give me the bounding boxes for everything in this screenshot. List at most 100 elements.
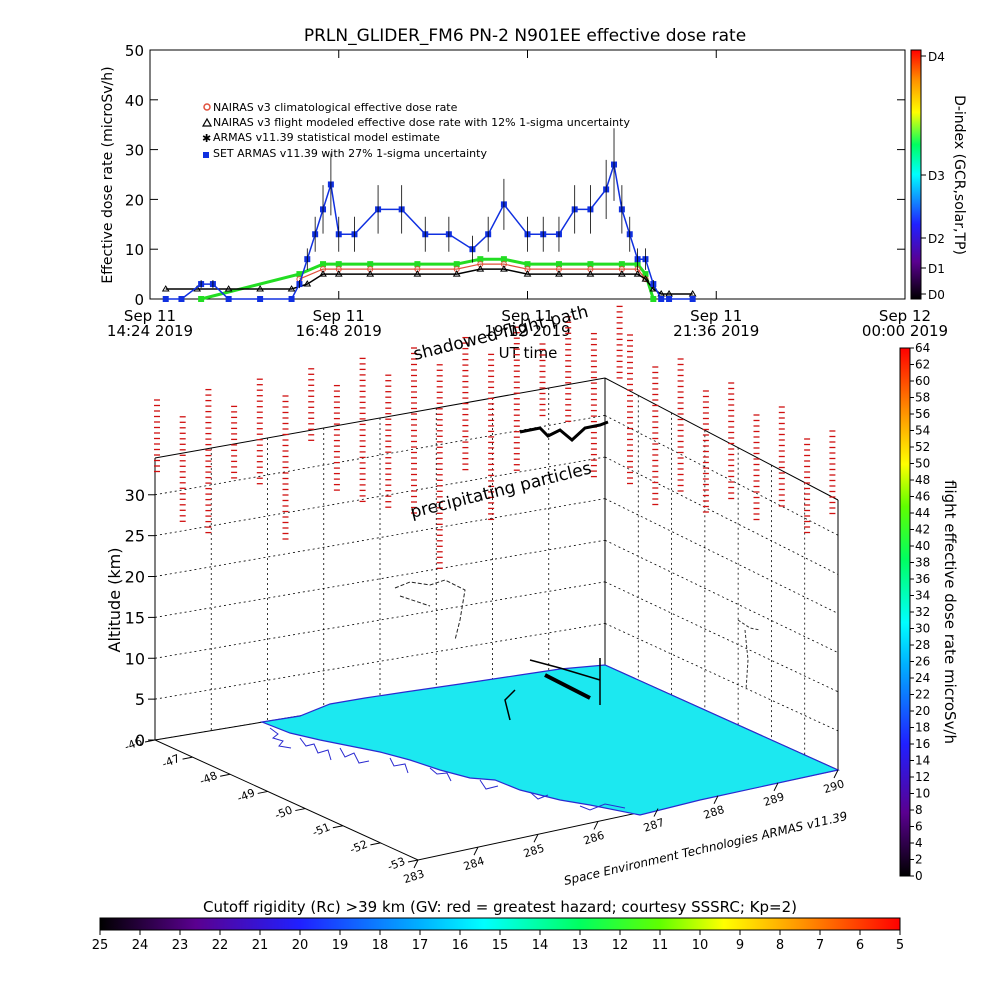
- dose-tick-label: 20: [915, 704, 930, 718]
- lat-tick-label: -53: [386, 855, 408, 874]
- dindex-colorbar: [910, 49, 922, 300]
- dose-tick-label: 54: [915, 424, 930, 438]
- altitude-tick-label: 5: [135, 690, 145, 709]
- lon-tick-label: 285: [522, 842, 546, 861]
- lon-tick-label: 290: [822, 777, 846, 796]
- lat-tick-label: -46: [123, 735, 145, 754]
- x-tick-label-date: Sep 11: [313, 307, 365, 325]
- series-line-0: [165, 164, 693, 300]
- dose-tick-label: 44: [915, 506, 930, 520]
- precipitating-particles-markers: [154, 305, 836, 569]
- armas-model-point: [618, 261, 625, 268]
- lon-tick-label: 283: [402, 867, 426, 886]
- dindex-tick-label: D0: [928, 288, 945, 302]
- lon-tick-mark: [653, 808, 659, 817]
- legend-label-set-armas: SET ARMAS v11.39 with 27% 1-sigma uncert…: [213, 147, 487, 160]
- cutoff-rigidity-colorbar: [99, 917, 901, 931]
- cutoff-tick-label: 6: [856, 938, 864, 953]
- grid-line-right: [604, 456, 839, 575]
- dindex-tick-label: D2: [928, 232, 945, 246]
- map3d-grid: [154, 388, 839, 771]
- dose-tick-label: 56: [915, 407, 930, 421]
- set-armas-point: [288, 296, 295, 302]
- dose-tick-label: 60: [915, 374, 930, 388]
- armas-model-point: [587, 261, 594, 268]
- set-armas-point: [666, 296, 673, 302]
- grid-line-right: [604, 539, 839, 653]
- lat-tick-mark: [182, 756, 193, 760]
- shadow-track-left: [394, 579, 466, 641]
- set-armas-point: [162, 296, 169, 302]
- nairas-flight-point: [303, 280, 312, 287]
- set-armas-point: [225, 296, 232, 302]
- series-line-2: [299, 263, 646, 280]
- shadow-track-upper: [519, 420, 609, 442]
- map-land-cutoff-region: [259, 664, 840, 816]
- armas-model-point: [198, 296, 205, 302]
- grid-line-right: [604, 498, 839, 614]
- map-floor-track-dark: [544, 673, 591, 700]
- dose-tick-label: 46: [915, 490, 930, 504]
- dose-tick-label: 0: [915, 869, 923, 883]
- cutoff-tick-label: 20: [292, 938, 309, 953]
- legend-label-armas-model: ARMAS v11.39 statistical model estimate: [213, 131, 440, 144]
- cutoff-tick-label: 25: [92, 938, 109, 953]
- dose-tick-label: 32: [915, 605, 930, 619]
- armas-model-point: [414, 261, 421, 268]
- lat-tick-label: -51: [310, 820, 332, 839]
- y-tick-label: 50: [125, 42, 144, 60]
- dose-rate-colorbar-ticks: 0246810121416182022242628303234363840424…: [910, 341, 930, 883]
- dose-tick-label: 38: [915, 556, 930, 570]
- x-tick-label-time: 19:12 2019: [484, 322, 570, 340]
- top-legend: NAIRAS v3 climatological effective dose …: [201, 101, 630, 160]
- lat-tick-mark: [370, 842, 381, 846]
- armas-model-point: [477, 256, 484, 263]
- grid-line-right: [604, 581, 839, 693]
- x-tick-label-time: 00:00 2019: [862, 322, 948, 340]
- dose-tick-label: 10: [915, 787, 930, 801]
- dindex-label: D-index (GCR,solar,TP): [951, 95, 967, 255]
- cutoff-tick-label: 22: [212, 938, 229, 953]
- dindex-ticks: D0 D1 D2 D3 D4: [921, 50, 945, 302]
- cutoff-tick-label: 7: [816, 938, 824, 953]
- lat-tick-label: -47: [160, 752, 182, 771]
- dindex-tick-label: D1: [928, 262, 945, 276]
- armas-model-point: [296, 271, 303, 278]
- map3d-altitude-label: Altitude (km): [105, 548, 124, 653]
- altitude-tick-label: 30: [125, 486, 145, 505]
- dose-rate-colorbar: [899, 347, 911, 877]
- grid-line-right: [604, 415, 839, 536]
- cutoff-rigidity-label: Cutoff rigidity (Rc) >39 km (GV: red = g…: [203, 898, 797, 916]
- cutoff-rigidity: Cutoff rigidity (Rc) >39 km (GV: red = g…: [92, 898, 904, 953]
- lon-tick-mark: [833, 769, 839, 779]
- cutoff-tick-label: 21: [252, 938, 269, 953]
- legend-marker-nairas-flight: [201, 117, 213, 127]
- dose-rate-colorbar-label: flight effective dose rate microSv/h: [941, 480, 959, 744]
- cutoff-tick-label: 12: [612, 938, 629, 953]
- legend-marker-armas-model: ✱: [202, 132, 211, 145]
- lon-tick-label: 288: [702, 803, 726, 822]
- map-coastline-fjords: [269, 727, 626, 811]
- dose-tick-label: 24: [915, 671, 930, 685]
- lon-tick-mark: [593, 821, 599, 830]
- y-tick-label: 0: [134, 291, 144, 309]
- nairas-flight-point: [617, 270, 626, 277]
- x-tick-label-date: Sep 11: [690, 307, 742, 325]
- lat-tick-mark: [144, 739, 156, 743]
- legend-marker-set-armas: [203, 152, 209, 158]
- cutoff-tick-label: 18: [372, 938, 389, 953]
- nairas-flight-point: [334, 270, 343, 277]
- dose-tick-label: 34: [915, 589, 930, 603]
- lat-tick-mark: [332, 825, 343, 829]
- cutoff-tick-label: 24: [132, 938, 149, 953]
- lon-tick-mark: [533, 834, 539, 843]
- altitude-tick-label: 20: [125, 568, 145, 587]
- nairas-flight-point: [256, 285, 264, 292]
- dose-tick-label: 6: [915, 820, 923, 834]
- map3d-altitude-ticks: 0 5 10 15 20 25 30: [125, 486, 155, 750]
- altitude-tick-label: 15: [125, 608, 145, 627]
- set-armas-point: [689, 296, 696, 302]
